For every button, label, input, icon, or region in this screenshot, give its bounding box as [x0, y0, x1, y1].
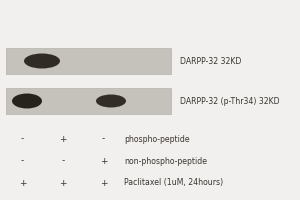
Bar [6, 48, 171, 74]
Text: +: + [19, 178, 26, 188]
Text: +: + [59, 134, 67, 144]
Text: -: - [102, 134, 105, 144]
Text: +: + [59, 178, 67, 188]
Text: -: - [61, 156, 64, 166]
Text: -: - [21, 156, 24, 166]
Text: DARPP-32 (p-Thr34) 32KD: DARPP-32 (p-Thr34) 32KD [180, 97, 280, 106]
Text: Paclitaxel (1uM, 24hours): Paclitaxel (1uM, 24hours) [124, 178, 224, 188]
Ellipse shape [96, 95, 126, 108]
Bar [6, 88, 171, 114]
Text: DARPP-32 32KD: DARPP-32 32KD [180, 56, 242, 66]
Text: phospho-peptide: phospho-peptide [124, 134, 190, 144]
Text: -: - [21, 134, 24, 144]
Ellipse shape [24, 53, 60, 68]
Text: +: + [100, 156, 107, 166]
Text: non-phospho-peptide: non-phospho-peptide [124, 156, 208, 166]
Ellipse shape [12, 94, 42, 108]
Text: +: + [100, 178, 107, 188]
